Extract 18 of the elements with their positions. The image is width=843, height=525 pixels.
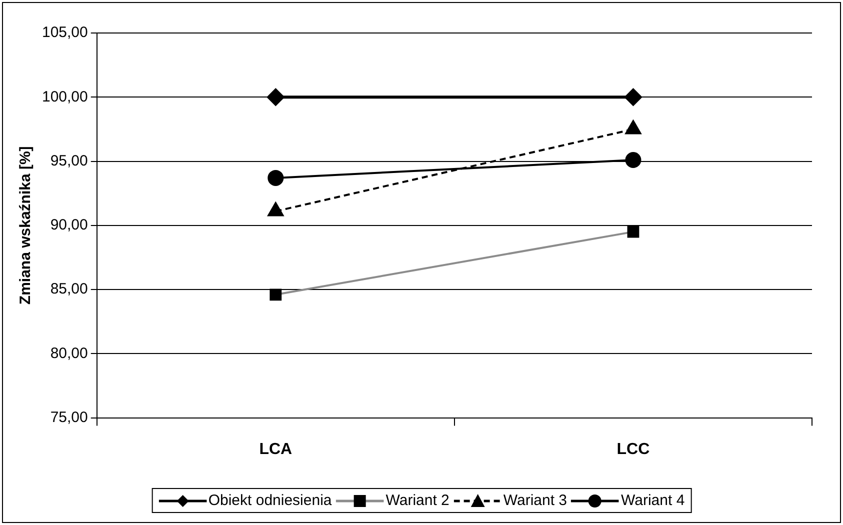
- y-tick-label: 100,00: [42, 88, 88, 106]
- point: [625, 152, 642, 168]
- y-tick-label: 85,00: [50, 280, 88, 298]
- point: [267, 88, 284, 106]
- y-axis-title: Zmiana wskaźnika [%]: [17, 146, 34, 305]
- legend-label: Wariant 2: [386, 492, 450, 509]
- y-tick-label: 75,00: [50, 408, 88, 426]
- legend-label: Wariant 4: [621, 492, 685, 509]
- y-tick-label: 95,00: [50, 152, 88, 170]
- x-tick-label: LCA: [259, 440, 293, 458]
- point: [624, 88, 642, 106]
- legend-label: Obiekt odniesienia: [208, 492, 332, 509]
- legend-label: Wariant 3: [503, 492, 568, 509]
- y-tick-label: 105,00: [42, 24, 88, 42]
- y-tick-label: 90,00: [50, 216, 88, 234]
- point: [268, 170, 284, 186]
- x-tick-label: LCC: [616, 440, 650, 458]
- y-tick-label: 80,00: [50, 344, 88, 362]
